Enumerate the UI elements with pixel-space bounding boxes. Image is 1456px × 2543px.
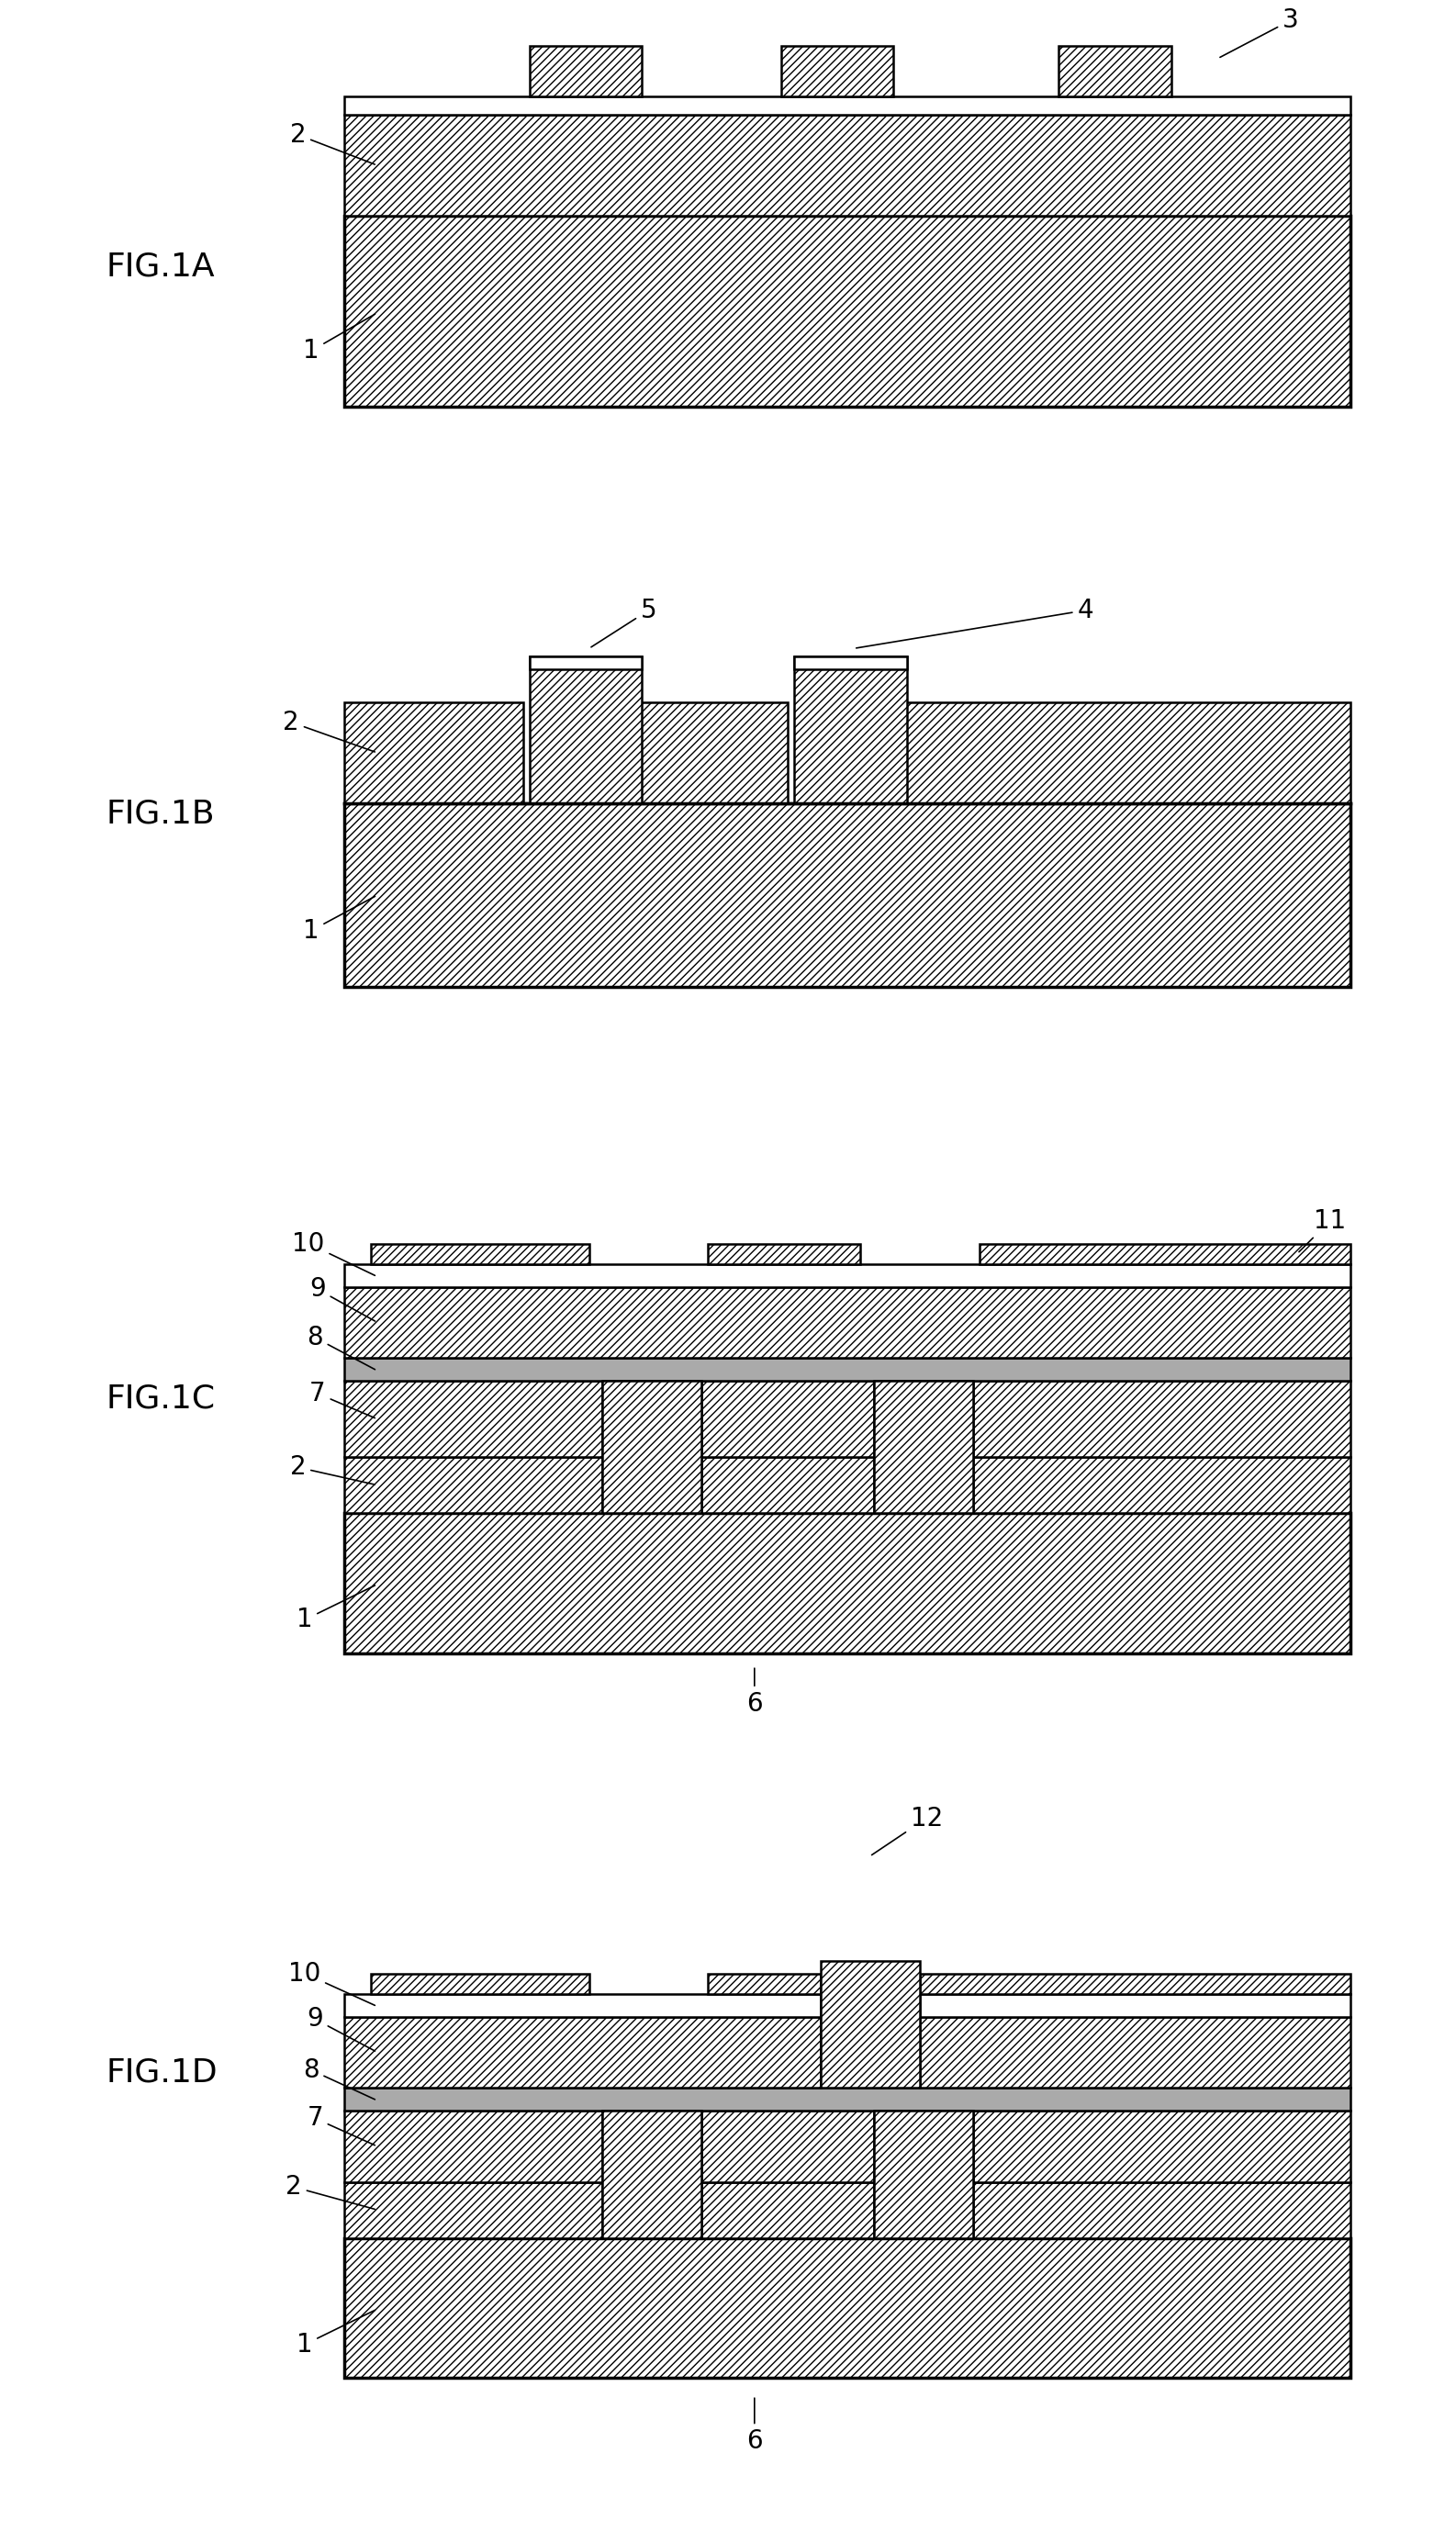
Bar [702,1457,874,1513]
Bar [980,1244,1350,1264]
Bar [344,2017,821,2088]
Bar [344,97,1350,114]
Bar [344,1287,1350,1358]
Text: FIG.1A: FIG.1A [106,252,215,282]
Bar [794,656,907,804]
Text: 9: 9 [310,1277,376,1322]
Bar [344,1264,1350,1287]
Bar [973,1381,1350,1457]
Bar [635,702,788,804]
Bar [702,2111,874,2182]
Text: 10: 10 [293,1231,376,1277]
Bar [344,1358,1350,1381]
Bar [874,1381,973,1513]
Bar [900,702,1350,804]
Bar [920,1973,1350,1994]
Text: 8: 8 [303,2057,376,2101]
Bar [344,2182,603,2238]
Bar [371,1244,590,1264]
Text: FIG.1D: FIG.1D [106,2057,217,2088]
Bar [794,656,907,669]
Bar [344,1994,821,2017]
Text: FIG.1B: FIG.1B [106,799,214,829]
Bar [344,1513,1350,1653]
Text: 2: 2 [290,1455,374,1485]
Text: 9: 9 [307,2006,376,2052]
Bar [973,2182,1350,2238]
Text: 1: 1 [297,1584,376,1633]
Text: 7: 7 [307,2106,374,2146]
Bar [530,656,642,804]
Bar [603,1381,702,1513]
Bar [708,1244,860,1264]
Text: 1: 1 [303,895,376,943]
Bar [1059,46,1172,97]
Bar [344,2111,603,2182]
Bar [920,2017,1350,2088]
Bar [973,2111,1350,2182]
Text: 1: 1 [303,315,376,364]
Bar [708,1973,821,1994]
Text: 2: 2 [285,2174,374,2210]
Bar [344,702,523,804]
Bar [344,1381,603,1457]
Bar [371,1973,590,1994]
Text: FIG.1C: FIG.1C [106,1383,215,1414]
Bar [344,2088,1350,2111]
Text: 2: 2 [290,122,374,165]
Text: 11: 11 [1299,1208,1347,1251]
Bar [344,1457,603,1513]
Bar [821,1961,920,2088]
Text: 12: 12 [872,1806,942,1854]
Text: 8: 8 [307,1325,376,1371]
Text: 5: 5 [591,598,657,646]
Text: 1: 1 [297,2309,376,2357]
Bar [780,46,894,97]
Text: 7: 7 [310,1381,374,1419]
Text: 10: 10 [288,1961,374,2006]
Bar [920,1994,1350,2017]
Bar [702,2182,874,2238]
Bar [874,2111,973,2238]
Bar [344,114,1350,216]
Bar [973,1457,1350,1513]
Bar [702,1381,874,1457]
Bar [603,2111,702,2238]
Bar [530,656,642,669]
Text: 6: 6 [747,2398,763,2454]
Bar [344,804,1350,987]
Bar [344,216,1350,407]
Text: 3: 3 [1220,8,1299,58]
Bar [344,2238,1350,2378]
Text: 6: 6 [747,1668,763,1717]
Text: 2: 2 [282,709,374,753]
Text: 4: 4 [856,598,1093,648]
Bar [530,46,642,97]
